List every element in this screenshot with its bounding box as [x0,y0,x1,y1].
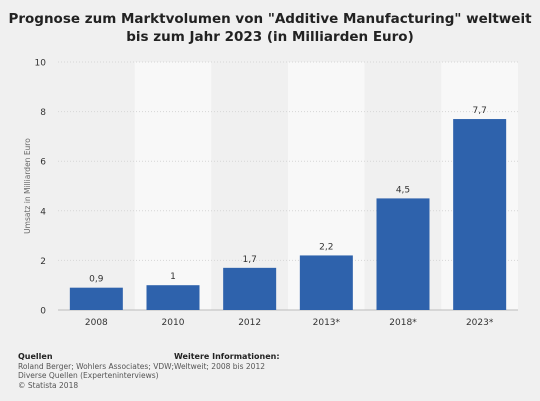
x-tick-label: 2023* [466,318,494,328]
chart-title-line-1: Prognose zum Marktvolumen von "Additive … [8,11,532,27]
info-line-1: Weltweit; 2008 bis 2012 [174,361,265,371]
sources-line-1: Roland Berger; Wohlers Associates; VDW; [18,361,175,371]
value-label: 4,5 [396,185,410,195]
sources-line-2: Diverse Quellen (Experteninterviews) [18,371,159,380]
column-band [58,62,135,310]
bar [223,267,277,310]
y-tick-label: 8 [40,108,46,118]
y-tick-label: 6 [40,158,46,168]
bars [69,119,507,310]
x-tick-label: 2010 [162,318,185,328]
x-tick-label: 2018* [389,318,417,328]
bar [453,119,507,310]
x-tick-label: 2008 [85,318,108,328]
y-tick-label: 2 [40,257,46,267]
chart-title: Prognose zum Marktvolumen von "Additive … [0,10,540,46]
column-band [134,62,212,310]
sources-heading: Quellen [18,352,53,361]
bar [69,287,123,310]
column-bands [58,62,518,310]
value-label: 0,9 [89,275,104,285]
x-axis-ticks: 2008 2010 2012 2013* 2018* 2023* [85,318,494,328]
value-label: 1 [170,272,176,282]
info-heading: Weitere Informationen: [174,352,280,361]
bar [299,255,353,310]
y-tick-label: 4 [40,207,46,217]
value-label: 2,2 [319,242,333,252]
value-label: 1,7 [243,255,257,265]
value-labels: 0,9 1 1,7 2,2 4,5 7,7 [89,106,487,285]
copyright: © Statista 2018 [18,380,79,390]
bar [376,198,430,310]
y-axis-label: Umsatz in Milliarden Euro [23,138,32,234]
y-tick-label: 0 [40,307,46,317]
gridlines [58,61,518,311]
info-block: Weitere Informationen: Weltweit; 2008 bi… [174,352,280,371]
bar-chart: 0 2 4 6 8 10 0,9 1 1,7 2,2 4,5 7,7 2008 2010 2012 201… [23,59,518,328]
y-tick-label: 10 [35,59,47,69]
x-tick-label: 2012 [238,318,261,328]
value-label: 7,7 [473,106,487,116]
bar [146,285,200,310]
x-tick-label: 2013* [313,318,341,328]
chart-title-line-2: bis zum Jahr 2023 (in Milliarden Euro) [126,29,414,45]
y-axis-ticks: 0 2 4 6 8 10 [35,59,47,317]
sources-block: Quellen Roland Berger; Wohlers Associate… [18,352,174,390]
